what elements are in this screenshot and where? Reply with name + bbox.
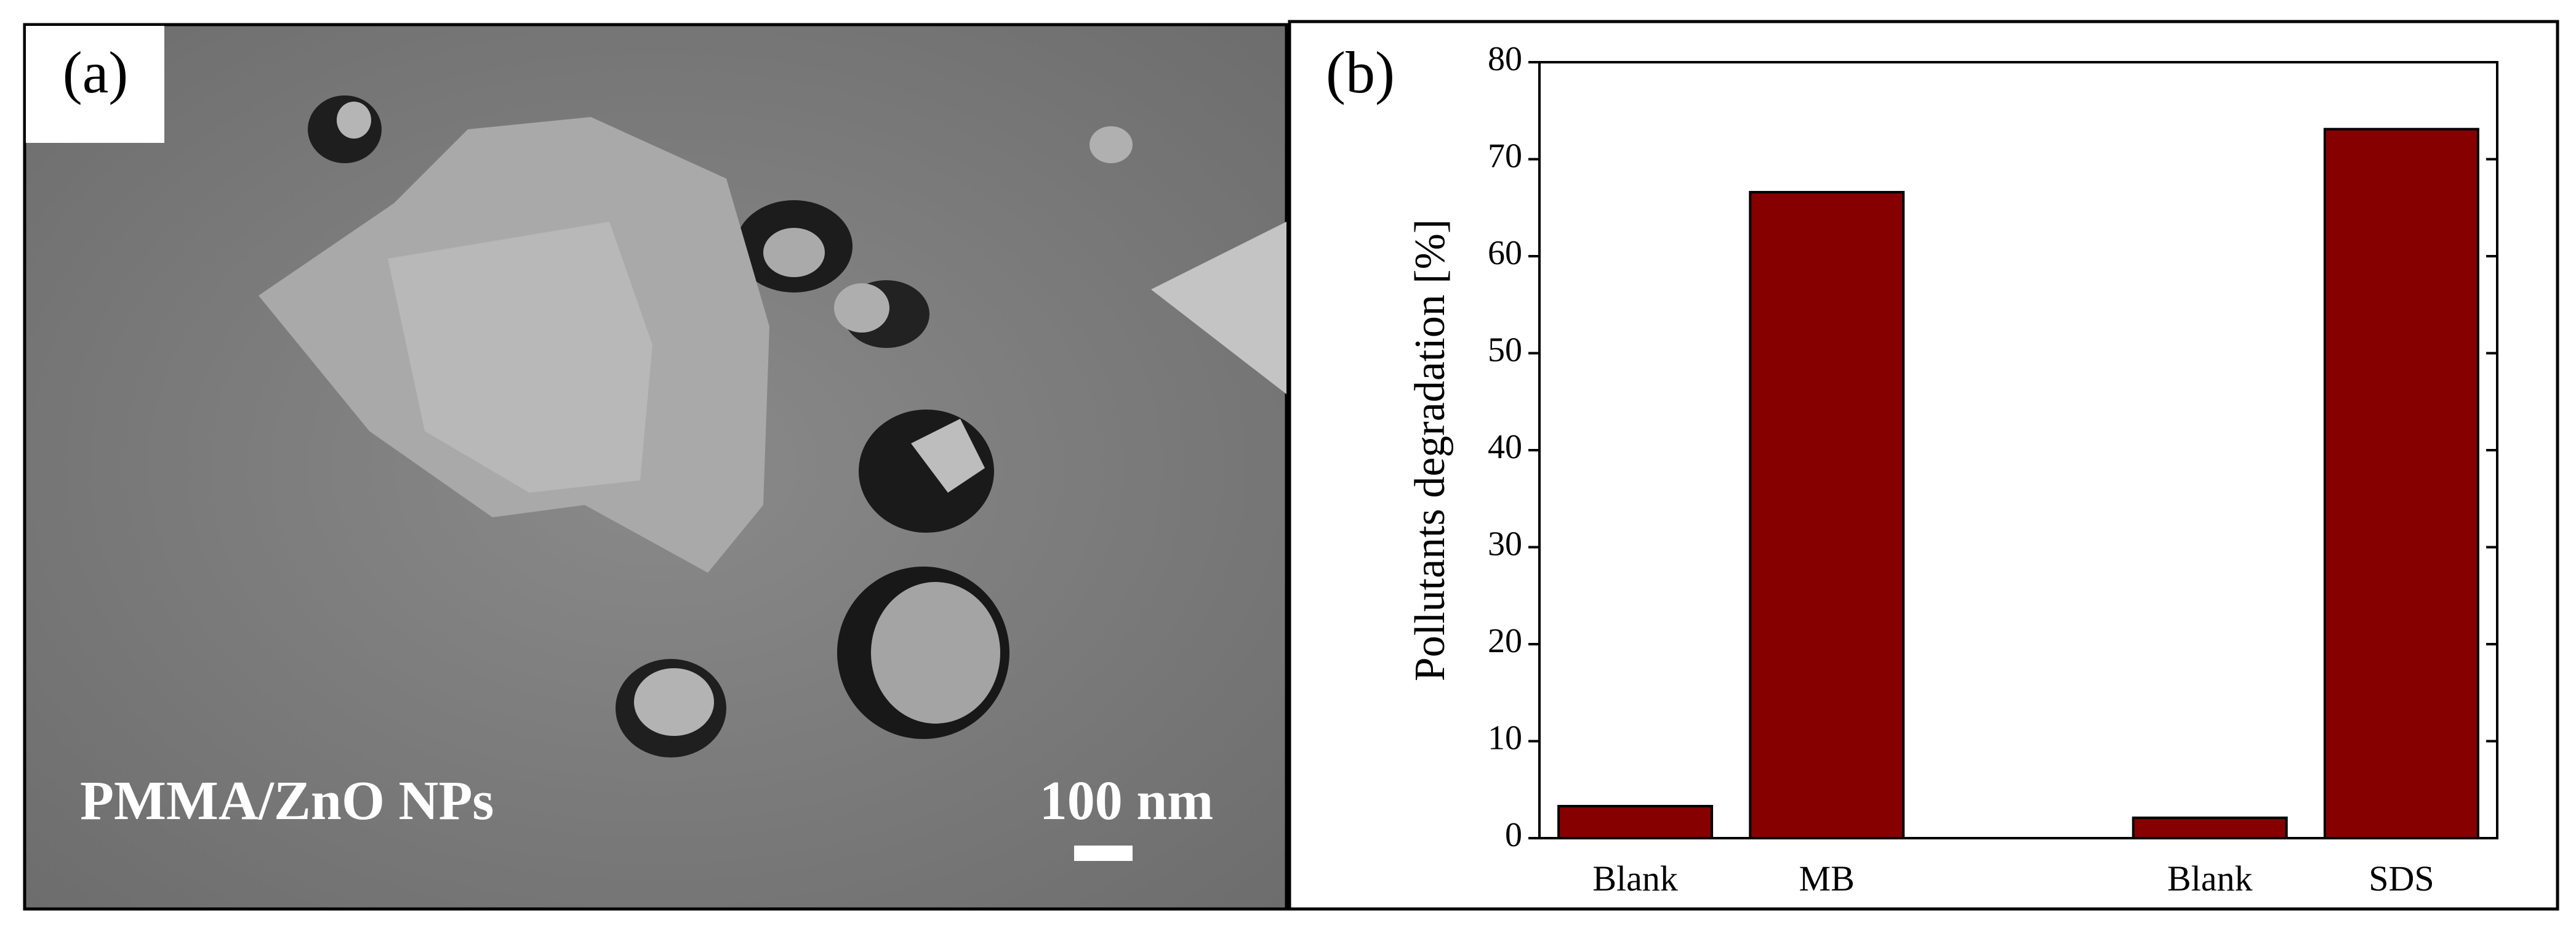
plot: Blank MB Blank SDS 0 10 20 30 40 50 60 70 80	[1488, 40, 2498, 899]
y-tick-label: 0	[1505, 816, 1522, 854]
bar	[1557, 805, 1714, 840]
caption: PMMA/ZnO NPs	[80, 770, 494, 831]
y-tick-label: 70	[1488, 137, 1522, 175]
panel-label: (b)	[1326, 39, 1395, 105]
sem-image: (a) PMMA/ZnO NPs 100 nm	[23, 23, 1288, 911]
scale-bar	[1074, 846, 1133, 861]
x-tick-label: SDS	[2369, 858, 2434, 899]
y-tick-label: 40	[1488, 428, 1522, 466]
plot-frame	[1538, 61, 2498, 839]
panel-label: (a)	[63, 39, 129, 105]
y-tick-label: 60	[1488, 234, 1522, 272]
y-tick-label: 10	[1488, 719, 1522, 757]
y-axis-label: Pollutants degradation [%]	[1406, 219, 1454, 681]
bar	[2323, 127, 2479, 839]
y-tick-label: 80	[1488, 40, 1522, 78]
x-tick-label: Blank	[1592, 858, 1678, 899]
y-tick-label: 50	[1488, 331, 1522, 369]
x-tick-label: Blank	[2167, 858, 2253, 899]
bar	[2132, 816, 2288, 840]
scale-bar-label: 100 nm	[1040, 770, 1214, 831]
y-tick-label: 30	[1488, 525, 1522, 563]
x-tick-label: MB	[1799, 858, 1855, 899]
y-tick-label: 20	[1488, 622, 1522, 660]
bar	[1749, 191, 1905, 839]
